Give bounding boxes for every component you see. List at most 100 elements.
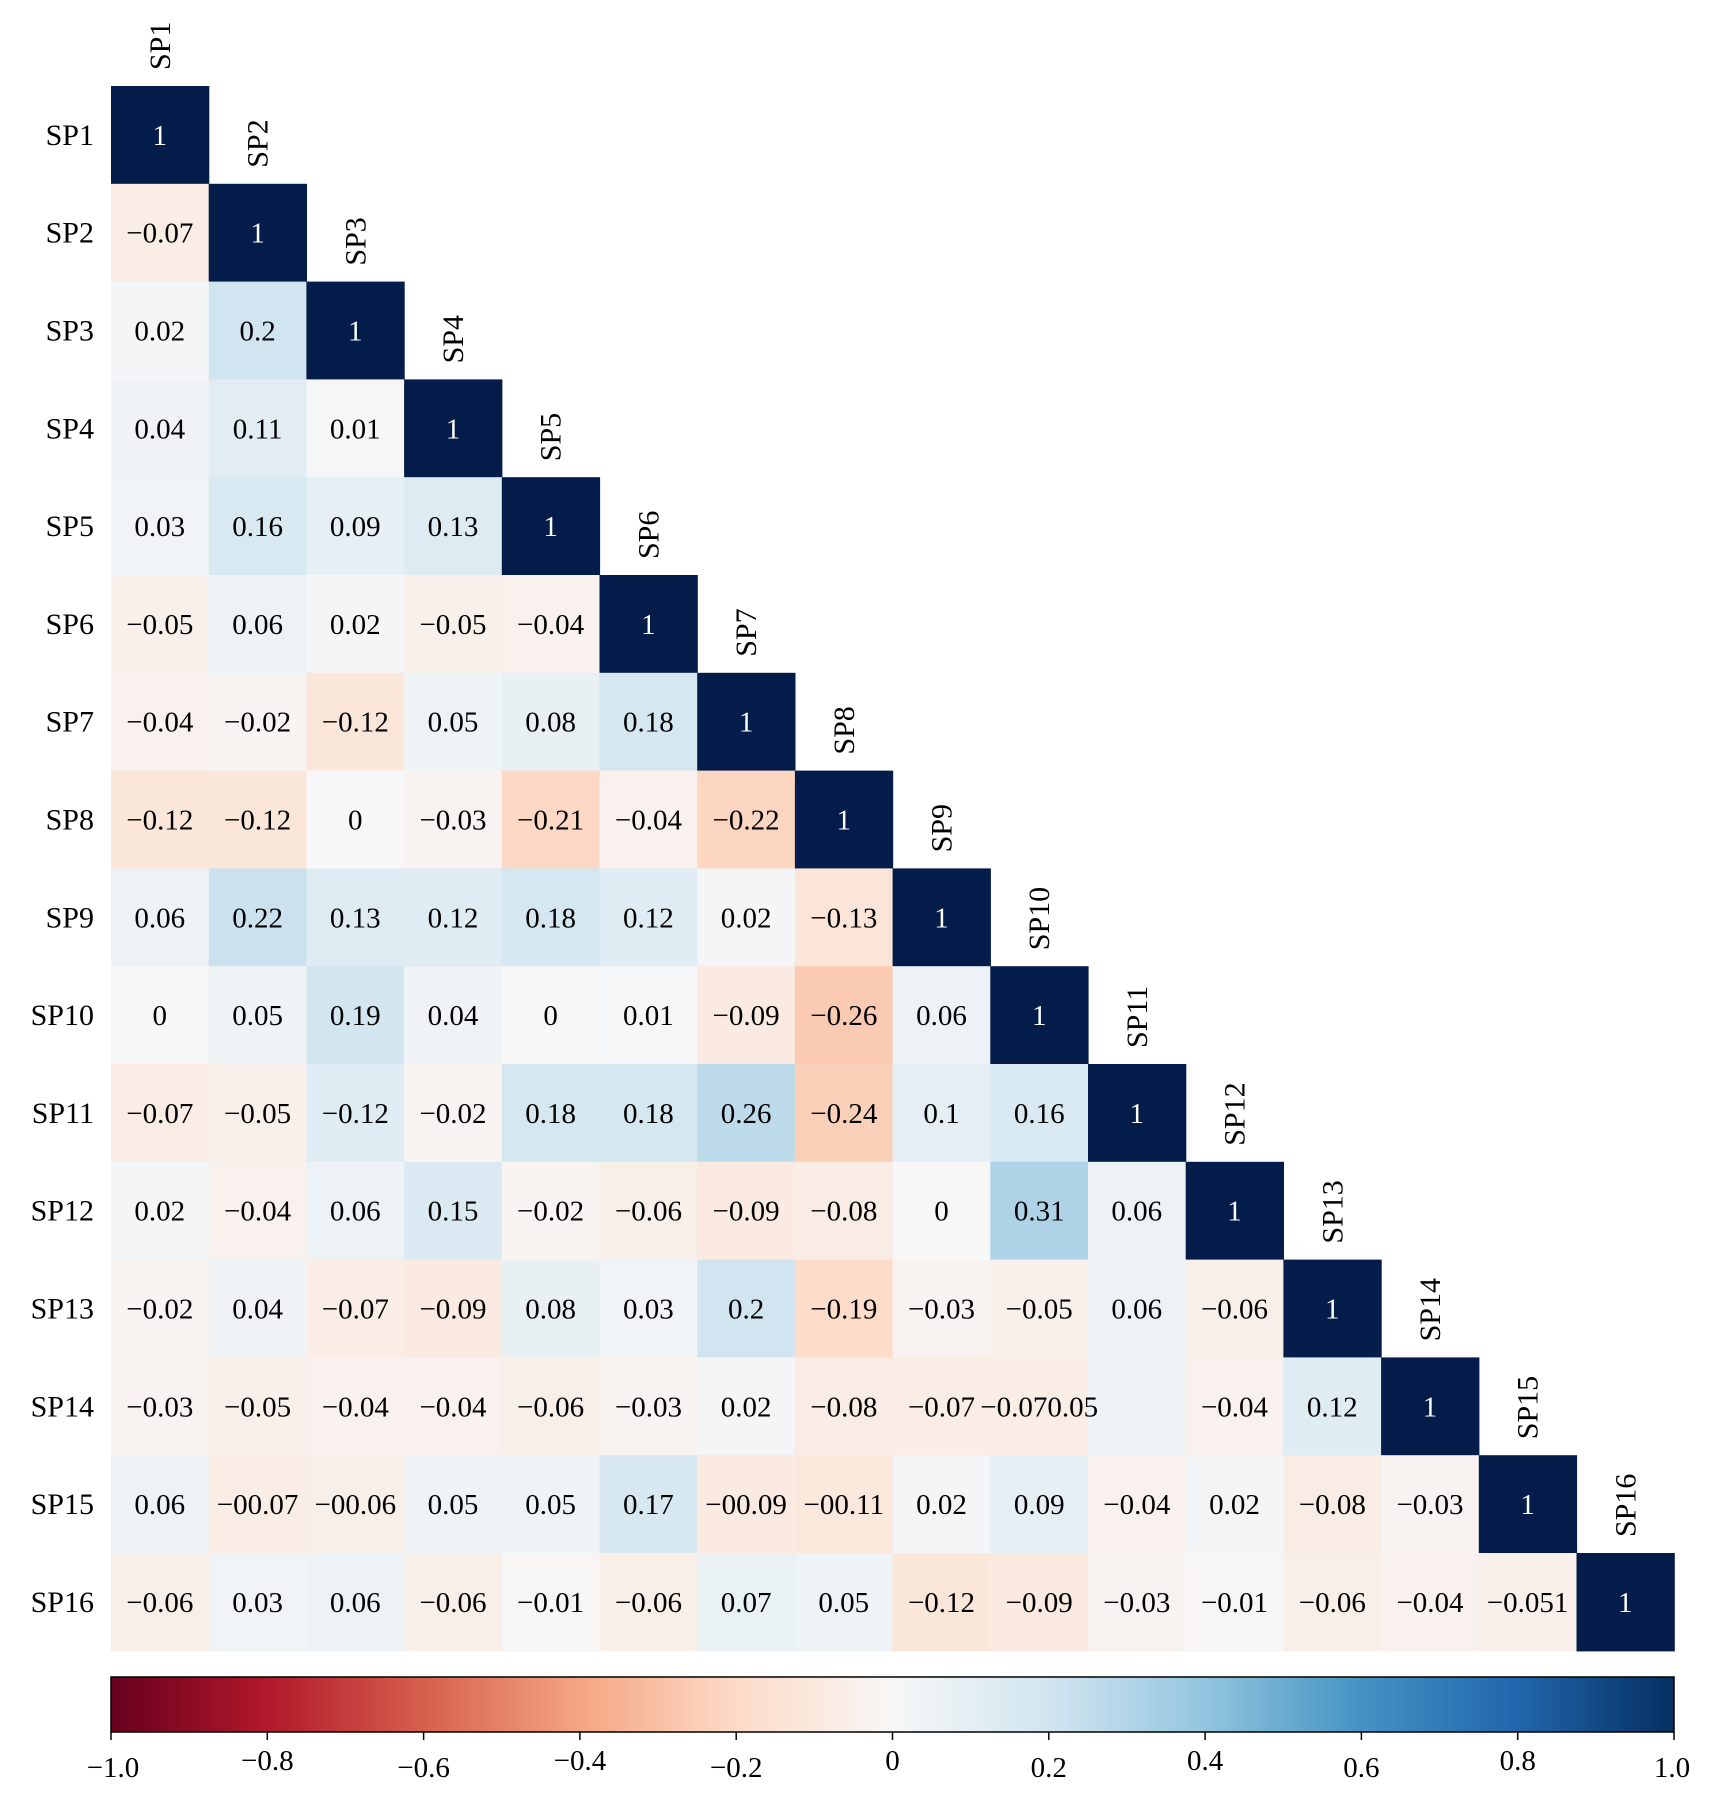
heatmap-cell — [501, 770, 601, 869]
colorbar-tick-label: 0.2 — [1031, 1752, 1067, 1784]
heatmap-cell — [111, 1161, 210, 1261]
row-labels: SP1 SP2 SP3 SP4 SP5 SP6 SP7 SP8 SP9 SP10 SP11 SP12 S… — [31, 119, 94, 1619]
column-label: SP12 — [1219, 1082, 1252, 1145]
cell-value-label: −0.04 — [419, 1391, 487, 1423]
heatmap-cell — [990, 1161, 1089, 1261]
heatmap-cell — [111, 1553, 210, 1652]
row-label: SP7 — [46, 706, 94, 739]
cell-value-label: −0.03 — [615, 1391, 682, 1423]
cell-value-label: −0.07 — [126, 218, 193, 250]
heatmap-cell — [1088, 1357, 1187, 1456]
colorbar-tick-label: −0.2 — [710, 1752, 763, 1784]
cell-value-label: 0.06 — [1111, 1294, 1162, 1326]
heatmap-cell — [599, 1064, 698, 1163]
cell-value-label: 0.1 — [923, 1098, 959, 1130]
heatmap-cell — [111, 183, 210, 283]
heatmap-cell — [501, 672, 601, 772]
row-label: SP10 — [31, 999, 94, 1032]
heatmap-cell — [111, 966, 210, 1065]
heatmap-cell — [990, 966, 1089, 1065]
heatmap-cell — [1185, 1455, 1284, 1554]
cell-value-label: 0.2 — [239, 316, 275, 348]
cell-value-label: 1 — [934, 902, 949, 934]
cell-value-label: 0 — [543, 1000, 558, 1032]
heatmap-cell — [794, 1259, 894, 1358]
heatmap-cell — [111, 1357, 210, 1456]
row-label: SP4 — [46, 412, 94, 445]
cell-value-label: −0.06 — [419, 1587, 486, 1619]
cell-value-label: −00.07 — [217, 1489, 299, 1521]
heatmap-cell — [208, 966, 307, 1065]
heatmap-cell-labels: 1−0.07 10.02 0.2 10.04 0.11 0.01 10.03 0.16 0.09… — [126, 120, 1632, 1619]
heatmap-cell — [1088, 1161, 1187, 1261]
heatmap-cell — [306, 966, 405, 1065]
cell-value-label: −0.05 — [1006, 1294, 1073, 1326]
heatmap-cell — [1088, 1064, 1187, 1163]
cell-value-label: −00.09 — [705, 1489, 787, 1521]
heatmap-cell — [697, 1553, 796, 1652]
cell-value-label: −0.09 — [419, 1294, 486, 1326]
cell-value-label: 0.12 — [428, 902, 479, 934]
heatmap-cell — [208, 868, 307, 967]
cell-value-label: 0.02 — [721, 1391, 772, 1423]
cell-value-label: 1 — [153, 120, 168, 152]
heatmap-cell — [306, 1357, 405, 1456]
cell-value-label: −0.06 — [517, 1391, 584, 1423]
heatmap-cell — [1185, 1553, 1284, 1652]
heatmap-cell — [501, 1064, 601, 1163]
cell-value-label: 0.18 — [525, 902, 576, 934]
cell-value-label: 0.11 — [233, 413, 283, 445]
heatmap-cell — [306, 1161, 405, 1261]
cell-value-label: −0.04 — [517, 609, 585, 641]
heatmap-cell — [208, 183, 307, 283]
heatmap-cell — [599, 575, 698, 674]
cell-value-label: −0.09 — [713, 1000, 780, 1032]
cell-value-label: 1 — [1227, 1196, 1242, 1228]
heatmap-cell — [1283, 1259, 1382, 1358]
cell-value-label: 1 — [250, 218, 265, 250]
cell-value-label: −0.05 — [224, 1098, 291, 1130]
heatmap-cell — [306, 1455, 405, 1554]
cell-value-label: 0.04 — [134, 413, 185, 445]
heatmap-cell — [208, 1161, 307, 1261]
heatmap-cell — [404, 1455, 503, 1554]
heatmap-cell — [1283, 1455, 1382, 1554]
cell-value-label: −0.06 — [126, 1587, 193, 1619]
cell-value-label: −0.09 — [713, 1196, 780, 1228]
heatmap-cell — [599, 1161, 698, 1261]
cell-value-label: 0.05 — [428, 707, 479, 739]
cell-value-label: −00.06 — [314, 1489, 396, 1521]
cell-value-label: −0.19 — [810, 1294, 877, 1326]
heatmap-cell — [697, 966, 796, 1065]
heatmap-cell — [697, 1161, 796, 1261]
cell-value-label: −0.06 — [615, 1196, 682, 1228]
cell-value-label: −0.07 — [126, 1098, 193, 1130]
heatmap-cell — [794, 770, 894, 869]
cell-value-label: 0.18 — [623, 707, 674, 739]
row-label: SP11 — [32, 1097, 94, 1130]
heatmap-cell — [404, 379, 503, 478]
heatmap-cell — [892, 1161, 991, 1261]
heatmap-cell — [697, 868, 796, 967]
cell-value-label: 0.06 — [134, 902, 185, 934]
heatmap-cell — [794, 1455, 894, 1554]
cell-value-label: 0.2 — [728, 1294, 764, 1326]
cell-value-label: −0.12 — [908, 1587, 975, 1619]
colorbar: −1.0 −0.8 −0.6 −0.4 −0.2 0 0.2 0.4 0.6 0.8 1.0 — [87, 1676, 1690, 1784]
heatmap-cell — [501, 1455, 601, 1554]
heatmap-cell — [990, 1455, 1089, 1554]
column-label: SP15 — [1512, 1376, 1545, 1439]
cell-value-label: −0.02 — [126, 1294, 193, 1326]
cell-value-label: 0.01 — [330, 413, 381, 445]
heatmap-cell — [501, 1553, 601, 1652]
colorbar-tick-label: −0.8 — [241, 1745, 294, 1777]
cell-value-label: 0.08 — [525, 1294, 576, 1326]
cell-value-label: 1 — [1032, 1000, 1047, 1032]
cell-value-label: 0.16 — [1014, 1098, 1065, 1130]
heatmap-cell — [111, 672, 210, 772]
cell-value-label: −0.12 — [224, 805, 291, 837]
colorbar-tick-label: 0.4 — [1187, 1745, 1224, 1777]
heatmap-cell — [1381, 1553, 1480, 1652]
heatmap-cell — [501, 1259, 601, 1358]
